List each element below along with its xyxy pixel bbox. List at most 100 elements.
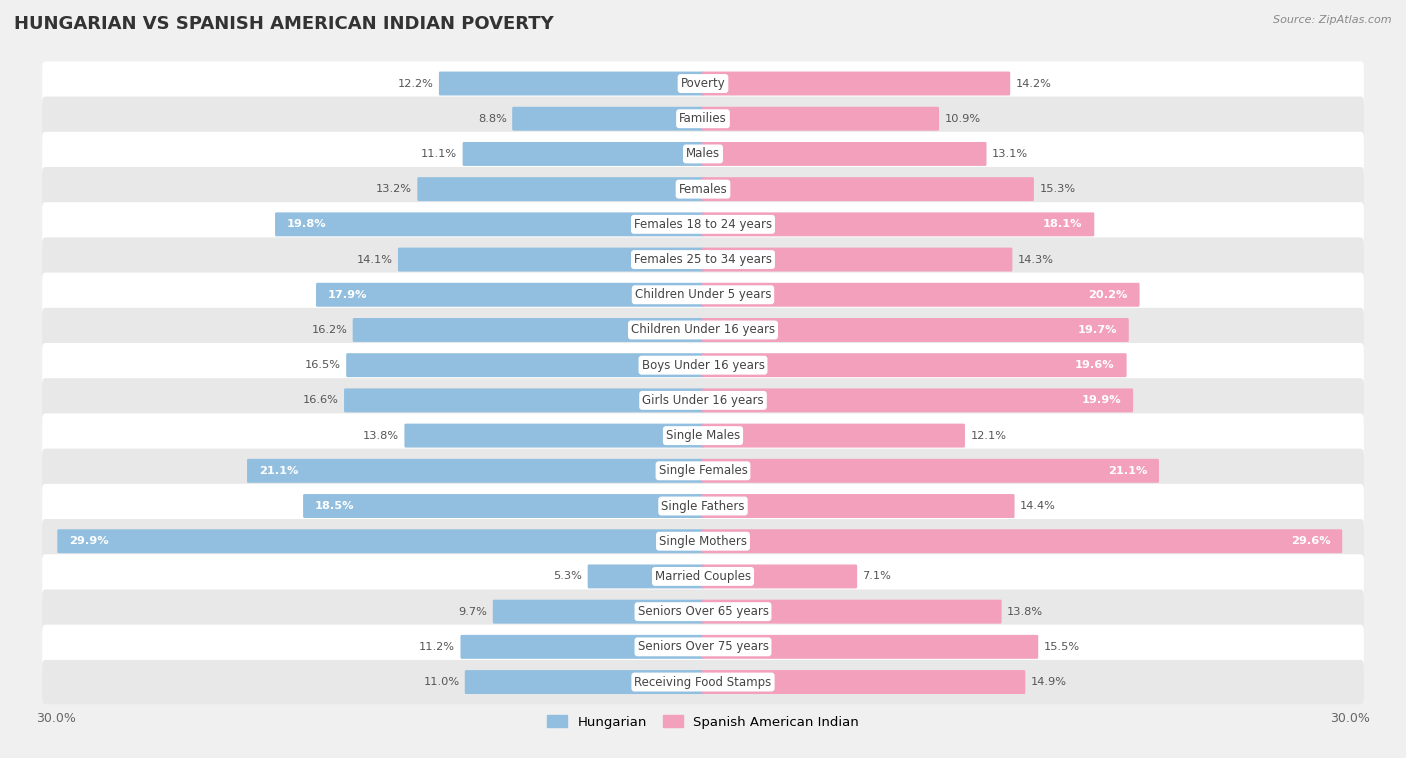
- Text: Receiving Food Stamps: Receiving Food Stamps: [634, 675, 772, 688]
- FancyBboxPatch shape: [461, 635, 704, 659]
- FancyBboxPatch shape: [702, 177, 1033, 201]
- FancyBboxPatch shape: [702, 459, 1159, 483]
- Text: HUNGARIAN VS SPANISH AMERICAN INDIAN POVERTY: HUNGARIAN VS SPANISH AMERICAN INDIAN POV…: [14, 15, 554, 33]
- Text: 16.6%: 16.6%: [302, 396, 339, 406]
- Text: Single Fathers: Single Fathers: [661, 500, 745, 512]
- Text: 14.4%: 14.4%: [1019, 501, 1056, 511]
- FancyBboxPatch shape: [42, 96, 1364, 141]
- Text: 18.5%: 18.5%: [315, 501, 354, 511]
- Text: 20.2%: 20.2%: [1088, 290, 1128, 299]
- FancyBboxPatch shape: [316, 283, 704, 307]
- FancyBboxPatch shape: [702, 600, 1001, 624]
- Text: 29.6%: 29.6%: [1291, 536, 1330, 547]
- Text: Poverty: Poverty: [681, 77, 725, 90]
- Text: Single Males: Single Males: [666, 429, 740, 442]
- FancyBboxPatch shape: [702, 670, 1025, 694]
- Text: 10.9%: 10.9%: [945, 114, 980, 124]
- FancyBboxPatch shape: [42, 167, 1364, 211]
- Text: 11.0%: 11.0%: [423, 677, 460, 687]
- Text: 9.7%: 9.7%: [458, 606, 488, 617]
- Text: 16.5%: 16.5%: [305, 360, 340, 370]
- Text: Families: Families: [679, 112, 727, 125]
- Text: 11.1%: 11.1%: [422, 149, 457, 159]
- Text: Boys Under 16 years: Boys Under 16 years: [641, 359, 765, 371]
- Text: 13.2%: 13.2%: [375, 184, 412, 194]
- FancyBboxPatch shape: [276, 212, 704, 236]
- Text: 15.5%: 15.5%: [1043, 642, 1080, 652]
- FancyBboxPatch shape: [702, 107, 939, 130]
- FancyBboxPatch shape: [353, 318, 704, 342]
- Text: Seniors Over 65 years: Seniors Over 65 years: [637, 605, 769, 618]
- FancyBboxPatch shape: [512, 107, 704, 130]
- Text: 19.6%: 19.6%: [1076, 360, 1115, 370]
- Text: 17.9%: 17.9%: [328, 290, 367, 299]
- Text: 12.2%: 12.2%: [398, 79, 433, 89]
- Text: Children Under 16 years: Children Under 16 years: [631, 324, 775, 337]
- FancyBboxPatch shape: [398, 248, 704, 271]
- Text: Married Couples: Married Couples: [655, 570, 751, 583]
- FancyBboxPatch shape: [42, 554, 1364, 599]
- FancyBboxPatch shape: [42, 590, 1364, 634]
- Text: Source: ZipAtlas.com: Source: ZipAtlas.com: [1274, 15, 1392, 25]
- FancyBboxPatch shape: [42, 413, 1364, 458]
- FancyBboxPatch shape: [702, 71, 1010, 96]
- Text: 29.9%: 29.9%: [69, 536, 108, 547]
- FancyBboxPatch shape: [42, 308, 1364, 352]
- FancyBboxPatch shape: [405, 424, 704, 447]
- Text: 18.1%: 18.1%: [1043, 219, 1083, 230]
- FancyBboxPatch shape: [702, 388, 1133, 412]
- Text: 19.9%: 19.9%: [1081, 396, 1121, 406]
- Text: Seniors Over 75 years: Seniors Over 75 years: [637, 641, 769, 653]
- Text: 15.3%: 15.3%: [1039, 184, 1076, 194]
- FancyBboxPatch shape: [346, 353, 704, 377]
- Text: 21.1%: 21.1%: [259, 466, 298, 476]
- Text: 14.1%: 14.1%: [357, 255, 392, 265]
- Text: Children Under 5 years: Children Under 5 years: [634, 288, 772, 301]
- FancyBboxPatch shape: [465, 670, 704, 694]
- Text: 11.2%: 11.2%: [419, 642, 456, 652]
- FancyBboxPatch shape: [42, 202, 1364, 246]
- FancyBboxPatch shape: [42, 449, 1364, 493]
- Text: Girls Under 16 years: Girls Under 16 years: [643, 394, 763, 407]
- FancyBboxPatch shape: [42, 343, 1364, 387]
- FancyBboxPatch shape: [702, 142, 987, 166]
- Text: Single Mothers: Single Mothers: [659, 534, 747, 548]
- Text: 14.9%: 14.9%: [1031, 677, 1067, 687]
- Text: Females 18 to 24 years: Females 18 to 24 years: [634, 218, 772, 231]
- FancyBboxPatch shape: [247, 459, 704, 483]
- FancyBboxPatch shape: [42, 519, 1364, 563]
- Legend: Hungarian, Spanish American Indian: Hungarian, Spanish American Indian: [541, 709, 865, 734]
- FancyBboxPatch shape: [463, 142, 704, 166]
- FancyBboxPatch shape: [702, 424, 965, 447]
- FancyBboxPatch shape: [588, 565, 704, 588]
- Text: 13.1%: 13.1%: [991, 149, 1028, 159]
- FancyBboxPatch shape: [42, 378, 1364, 422]
- FancyBboxPatch shape: [42, 660, 1364, 704]
- FancyBboxPatch shape: [42, 484, 1364, 528]
- FancyBboxPatch shape: [418, 177, 704, 201]
- FancyBboxPatch shape: [42, 273, 1364, 317]
- FancyBboxPatch shape: [42, 61, 1364, 105]
- Text: Females: Females: [679, 183, 727, 196]
- Text: Females 25 to 34 years: Females 25 to 34 years: [634, 253, 772, 266]
- FancyBboxPatch shape: [304, 494, 704, 518]
- FancyBboxPatch shape: [439, 71, 704, 96]
- FancyBboxPatch shape: [702, 318, 1129, 342]
- FancyBboxPatch shape: [702, 635, 1038, 659]
- Text: 13.8%: 13.8%: [1007, 606, 1043, 617]
- Text: 7.1%: 7.1%: [862, 572, 891, 581]
- Text: 5.3%: 5.3%: [554, 572, 582, 581]
- FancyBboxPatch shape: [42, 625, 1364, 669]
- Text: 12.1%: 12.1%: [970, 431, 1007, 440]
- Text: 19.8%: 19.8%: [287, 219, 326, 230]
- Text: 19.7%: 19.7%: [1077, 325, 1116, 335]
- FancyBboxPatch shape: [702, 248, 1012, 271]
- Text: 13.8%: 13.8%: [363, 431, 399, 440]
- FancyBboxPatch shape: [702, 212, 1094, 236]
- Text: 21.1%: 21.1%: [1108, 466, 1147, 476]
- Text: 8.8%: 8.8%: [478, 114, 506, 124]
- Text: Single Females: Single Females: [658, 465, 748, 478]
- Text: 14.3%: 14.3%: [1018, 255, 1053, 265]
- Text: 14.2%: 14.2%: [1015, 79, 1052, 89]
- FancyBboxPatch shape: [702, 353, 1126, 377]
